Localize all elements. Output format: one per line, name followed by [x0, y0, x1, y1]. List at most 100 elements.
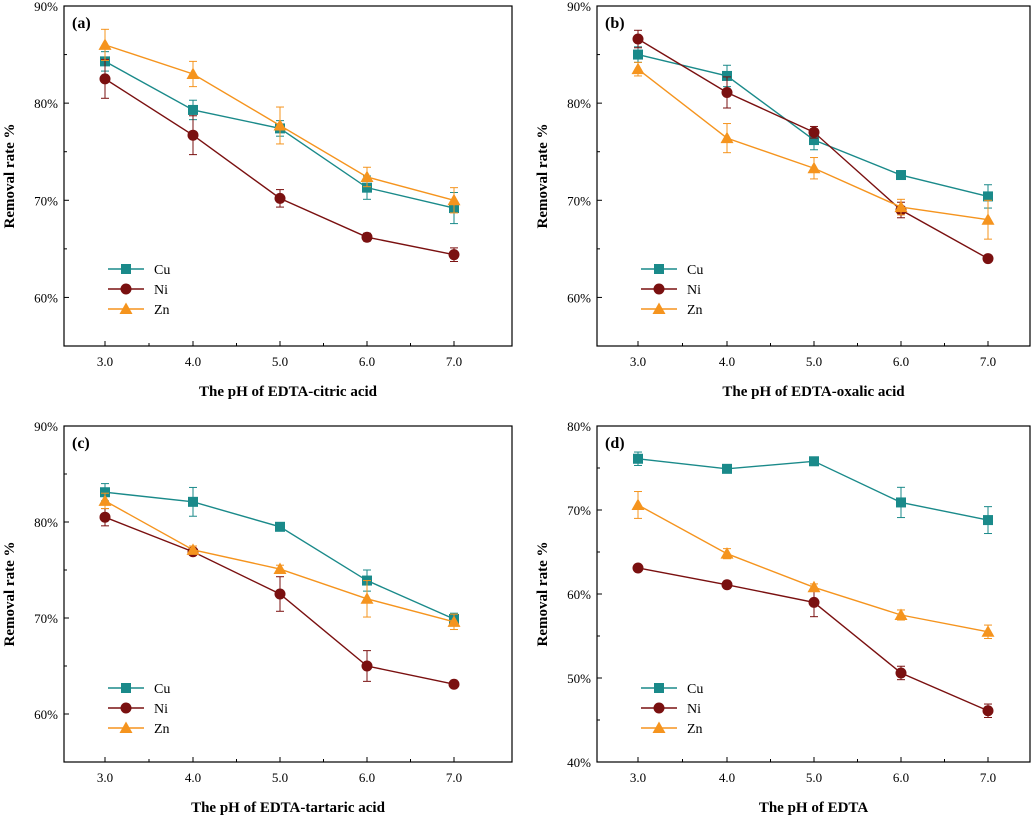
legend: Cu Ni Zn [641, 263, 703, 318]
series-line-ni [637, 38, 989, 260]
data-point-cu [983, 515, 993, 526]
x-tick-label: 7.0 [446, 354, 462, 369]
chart-panel-b: (b) 60% 70% 80% 90% 3.0 4.0 5.0 6.0 7.0 The pH of … [535, 0, 1031, 400]
y-axis-label: Removal rate % [2, 124, 18, 229]
panel-label: (b) [605, 15, 625, 32]
data-point-ni [99, 511, 111, 523]
data-point-ni [808, 596, 820, 608]
data-point-zn [273, 118, 287, 131]
data-point-ni [448, 678, 460, 690]
data-point-cu [275, 521, 285, 532]
x-tick-label: 6.0 [359, 354, 375, 369]
data-point-ni [808, 126, 820, 138]
data-point-cu [896, 497, 906, 508]
data-point-zn [447, 615, 461, 627]
legend-label-cu: Cu [687, 263, 703, 278]
data-point-ni [274, 588, 286, 600]
data-point-cu [809, 135, 819, 146]
legend-marker-ni [653, 283, 665, 295]
data-point-zn [894, 608, 908, 620]
legend-marker-cu [654, 683, 664, 693]
data-point-cu [896, 170, 906, 181]
data-point-zn [894, 200, 908, 213]
y-axis-label: Removal rate % [535, 542, 551, 647]
legend-label-zn: Zn [687, 303, 703, 318]
series-ni [99, 58, 460, 262]
plot-frame [63, 5, 513, 347]
data-point-cu [100, 487, 110, 498]
legend-label-cu: Cu [154, 682, 170, 697]
x-tick-label: 4.0 [719, 354, 735, 369]
series-line-zn [637, 504, 989, 633]
data-point-zn [720, 131, 734, 144]
chart-panel-a: (a) 60% 70% 80% 90% 3.0 4.0 5.0 6.0 7.0 The pH of … [2, 0, 513, 400]
legend-label-cu: Cu [687, 682, 703, 697]
x-tick-label: 3.0 [630, 354, 646, 369]
legend-marker-zn [119, 302, 133, 314]
legend-label-zn: Zn [687, 722, 703, 737]
series-ni [632, 562, 994, 718]
x-tick-label: 4.0 [185, 354, 201, 369]
series-line-cu [637, 53, 989, 198]
data-point-zn [186, 543, 200, 555]
data-point-zn [273, 562, 287, 575]
data-point-ni [99, 73, 111, 85]
y-tick-label: 70% [34, 193, 58, 208]
data-point-ni [632, 562, 644, 574]
legend-marker-zn [119, 721, 133, 733]
data-point-zn [186, 67, 200, 79]
data-point-ni [448, 249, 460, 261]
data-point-zn [807, 161, 821, 174]
y-tick-label: 50% [567, 671, 591, 686]
data-point-zn [631, 498, 645, 510]
y-tick-label: 60% [34, 290, 58, 305]
legend: Cu Ni Zn [108, 682, 170, 737]
legend-marker-cu [121, 683, 131, 693]
data-point-zn [360, 170, 374, 182]
series-line-ni [104, 78, 455, 256]
x-tick-label: 7.0 [980, 354, 996, 369]
chart-panel-c: (c) 60% 70% 80% 90% 3.0 4.0 5.0 6.0 7.0 The pH of … [2, 419, 513, 816]
y-tick-label: 60% [567, 587, 591, 602]
series-zn [631, 61, 995, 240]
y-tick-label: 60% [34, 707, 58, 722]
panel-label: (c) [72, 435, 90, 452]
data-point-zn [98, 494, 112, 506]
x-axis-label: The pH of EDTA-tartaric acid [191, 800, 386, 816]
legend-marker-cu [121, 264, 131, 274]
x-tick-label: 5.0 [806, 770, 822, 785]
y-tick-label: 80% [34, 515, 58, 530]
data-point-ni [187, 129, 199, 141]
x-tick-label: 7.0 [446, 770, 462, 785]
panel-label: (a) [72, 15, 91, 32]
data-point-zn [981, 213, 995, 225]
series-zn [631, 491, 995, 640]
data-point-cu [188, 496, 198, 507]
data-point-zn [807, 580, 821, 593]
y-tick-label: 80% [34, 96, 58, 111]
chart-panel-d: (d) 40% 50% 60% 70% 80% 3.0 4.0 5.0 6.0 7.0 The pH … [535, 419, 1031, 816]
y-tick-label: 80% [567, 96, 591, 111]
x-tick-label: 7.0 [980, 770, 996, 785]
legend-label-ni: Ni [687, 702, 701, 717]
x-tick-label: 6.0 [893, 770, 909, 785]
series-line-cu [637, 458, 989, 521]
y-tick-label: 40% [567, 755, 591, 770]
y-tick-label: 60% [567, 290, 591, 305]
series-ni [99, 508, 460, 690]
legend: Cu Ni Zn [641, 682, 703, 737]
series-zn [98, 492, 461, 631]
data-point-zn [98, 38, 112, 50]
data-point-zn [720, 547, 734, 559]
x-tick-label: 3.0 [630, 770, 646, 785]
x-tick-label: 5.0 [806, 354, 822, 369]
legend: Cu Ni Zn [108, 263, 170, 318]
plot-frame [63, 425, 513, 763]
x-tick-label: 4.0 [185, 770, 201, 785]
legend-marker-cu [654, 264, 664, 274]
data-point-ni [721, 86, 733, 98]
data-point-cu [722, 70, 732, 81]
x-tick-label: 6.0 [359, 770, 375, 785]
panel-label: (d) [605, 435, 625, 452]
y-axis-label: Removal rate % [535, 124, 551, 229]
